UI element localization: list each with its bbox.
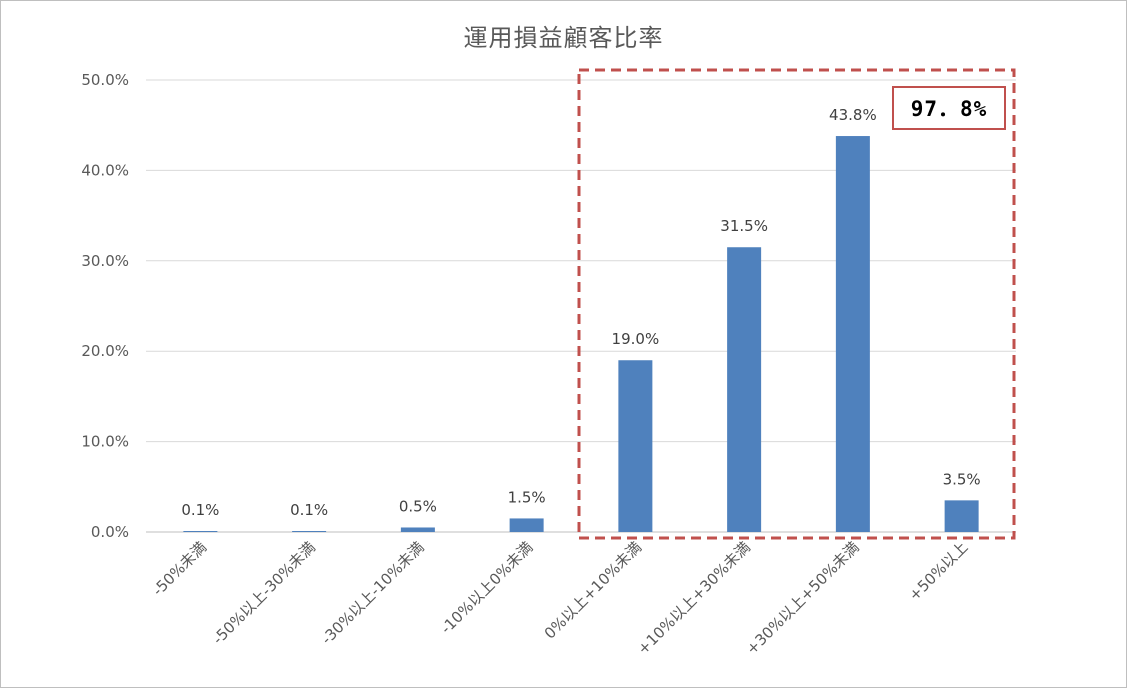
x-tick-label: +10%以上+30%未満 xyxy=(634,538,754,658)
data-label: 31.5% xyxy=(720,217,768,235)
y-tick-label: 30.0% xyxy=(81,252,129,270)
y-tick-label: 0.0% xyxy=(91,523,129,541)
bar xyxy=(509,518,544,532)
y-tick-label: 50.0% xyxy=(81,71,129,89)
highlight-dashed-box xyxy=(577,68,1016,540)
y-tick-label: 40.0% xyxy=(81,161,129,179)
x-tick-label: 0%以上+10%未満 xyxy=(541,538,645,642)
data-label: 0.5% xyxy=(399,497,437,515)
data-label: 19.0% xyxy=(612,330,660,348)
data-label: 43.8% xyxy=(829,106,877,124)
data-label: 1.5% xyxy=(508,488,546,506)
x-tick-label: -10%以上0%未満 xyxy=(437,538,536,637)
x-tick-label: -50%以上-30%未満 xyxy=(209,538,319,648)
data-label: 3.5% xyxy=(943,470,981,488)
x-tick-label: -30%以上-10%未満 xyxy=(318,538,428,648)
bar xyxy=(400,527,435,532)
data-label: 0.1% xyxy=(290,501,328,519)
x-tick-label: -50%未満 xyxy=(149,538,210,599)
x-tick-label: +30%以上+50%未満 xyxy=(743,538,863,658)
bar xyxy=(944,500,979,532)
x-tick-label: +50%以上 xyxy=(905,538,971,604)
data-label: 0.1% xyxy=(181,501,219,519)
bar xyxy=(618,360,653,532)
bar xyxy=(727,247,762,533)
bar xyxy=(835,136,870,532)
chart-title: 運用損益顧客比率 xyxy=(463,24,664,52)
bar xyxy=(292,531,327,532)
highlight-total-callout: 97．8% xyxy=(892,86,1006,130)
y-tick-label: 10.0% xyxy=(81,433,129,451)
bar xyxy=(183,531,218,532)
y-tick-label: 20.0% xyxy=(81,342,129,360)
